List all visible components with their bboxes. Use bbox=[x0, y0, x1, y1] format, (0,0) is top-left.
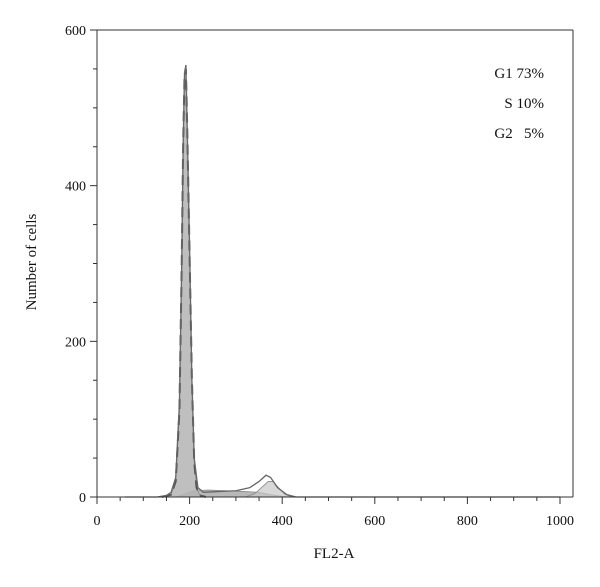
x-tick-label: 400 bbox=[272, 514, 293, 529]
legend-s: S 10% bbox=[504, 96, 544, 112]
legend-g2: G2 5% bbox=[494, 126, 544, 142]
g2-fit-area bbox=[245, 481, 292, 498]
x-tick-label: 600 bbox=[364, 514, 385, 529]
series-layer bbox=[124, 64, 560, 498]
y-axis-title: Number of cells bbox=[24, 214, 40, 311]
labels-layer: 0 200 400 600 800 1000 0 200 400 600 bbox=[65, 24, 574, 529]
x-tick-label: 0 bbox=[94, 514, 101, 529]
legend-g1: G1 73% bbox=[494, 66, 544, 82]
x-axis-title: FL2-A bbox=[314, 546, 355, 562]
axes-layer bbox=[96, 29, 574, 498]
x-tick-label: 800 bbox=[457, 514, 478, 529]
y-tick-label: 400 bbox=[65, 180, 86, 195]
y-tick-label: 0 bbox=[79, 491, 86, 506]
ticks-layer bbox=[90, 29, 561, 504]
measured-histogram-line bbox=[124, 64, 560, 498]
y-tick-label: 200 bbox=[65, 335, 86, 350]
y-tick-label: 600 bbox=[65, 24, 86, 39]
x-tick-label: 1000 bbox=[546, 514, 574, 529]
x-tick-label: 200 bbox=[179, 514, 200, 529]
